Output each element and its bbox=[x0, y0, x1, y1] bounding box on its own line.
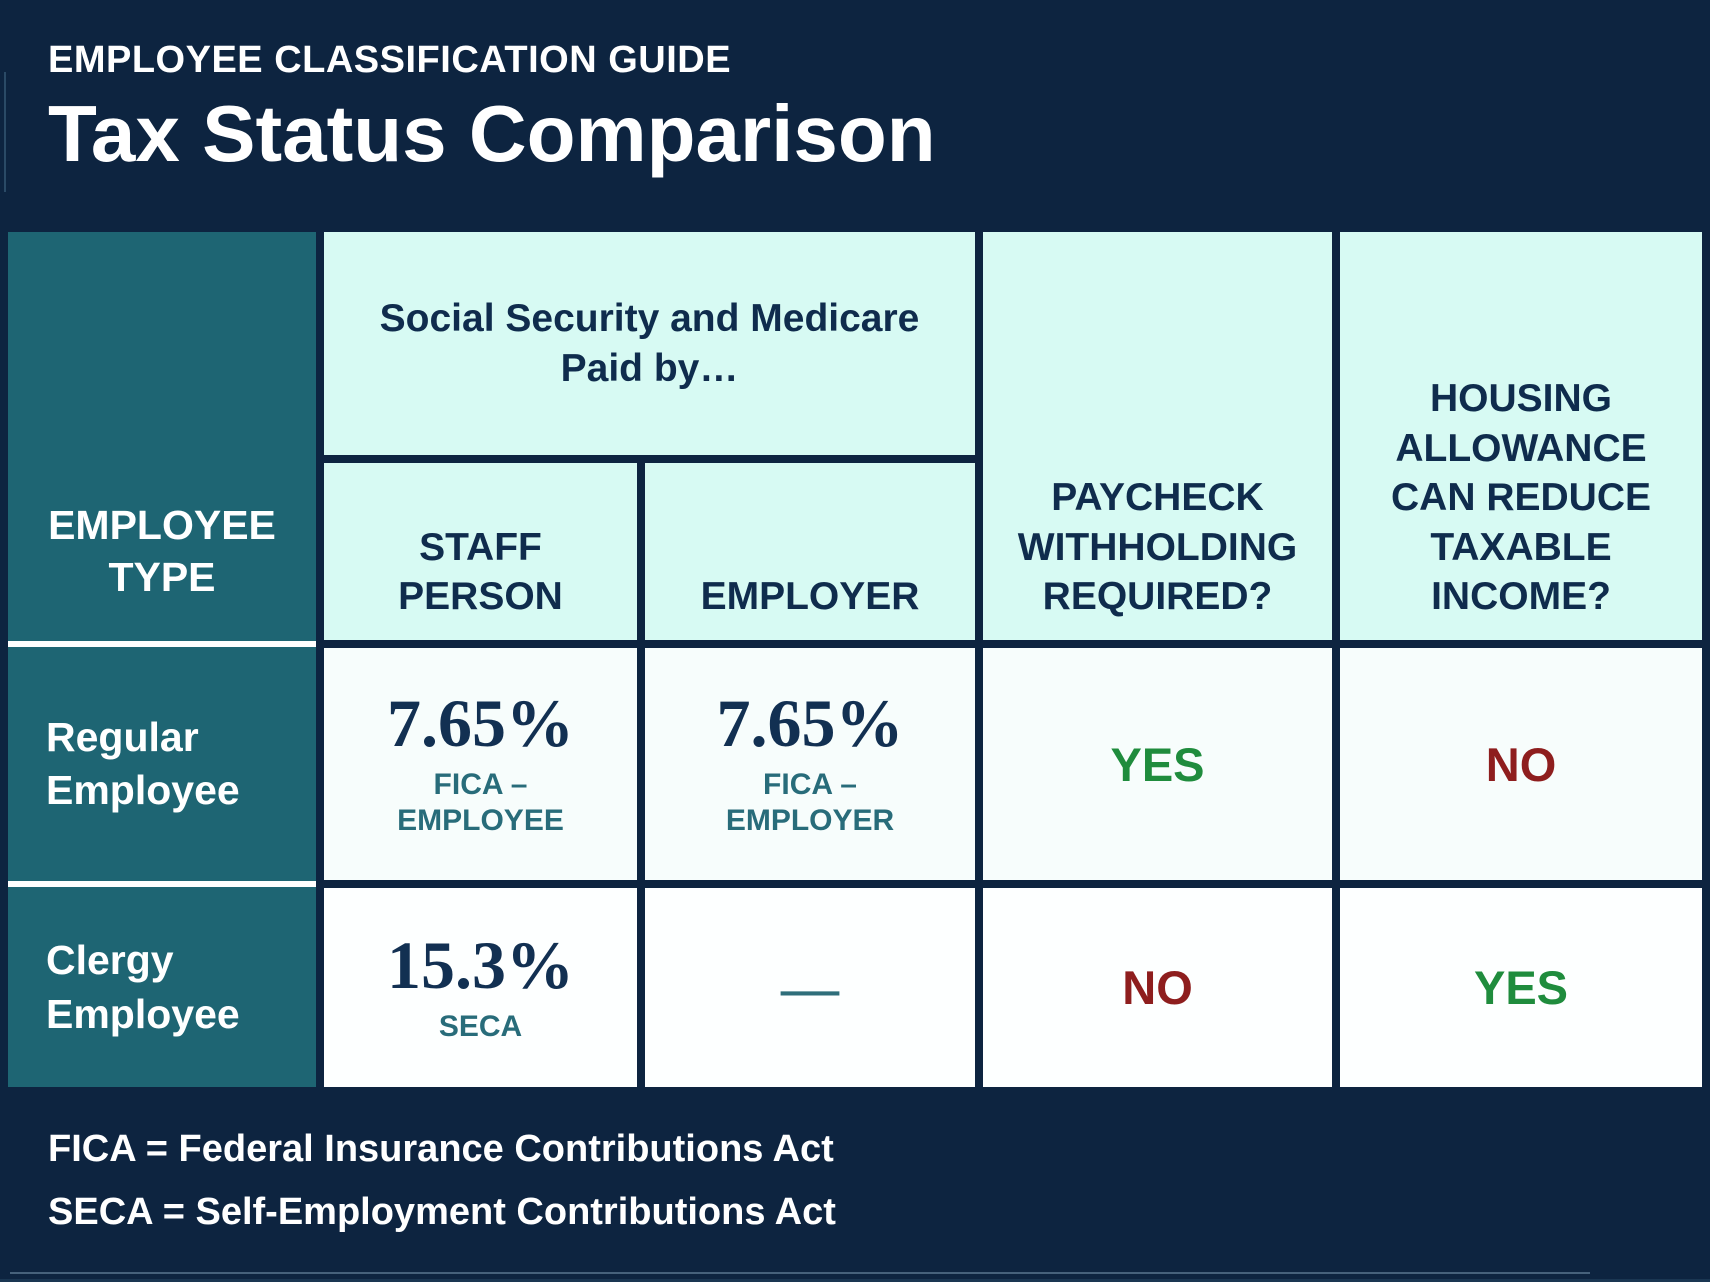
tax-act-label: FICA – EMPLOYEE bbox=[397, 768, 564, 837]
page-title: Tax Status Comparison bbox=[48, 88, 936, 178]
bottom-edge-strip bbox=[0, 1279, 1710, 1282]
tax-act-label: FICA – EMPLOYER bbox=[725, 768, 895, 837]
yes-no-value: YES bbox=[1473, 961, 1569, 1014]
cell-clergy-housing: YES bbox=[1340, 888, 1702, 1087]
title-block: EMPLOYEE CLASSIFICATION GUIDE Tax Status… bbox=[48, 39, 936, 178]
kicker-text: EMPLOYEE CLASSIFICATION GUIDE bbox=[48, 39, 732, 81]
employee-type-header: EMPLOYEE TYPE bbox=[48, 502, 276, 600]
cell-regular-housing: NO bbox=[1340, 648, 1702, 880]
cell-clergy-employer: — bbox=[645, 888, 975, 1087]
percentage-value: 7.65% bbox=[387, 685, 574, 761]
yes-no-value: YES bbox=[1110, 737, 1205, 791]
cell-clergy-withholding: NO bbox=[983, 888, 1332, 1087]
footnotes: FICA = Federal Insurance Contributions A… bbox=[48, 1118, 836, 1244]
footnote-fica: FICA = Federal Insurance Contributions A… bbox=[48, 1128, 834, 1170]
percentage-value: 15.3% bbox=[387, 926, 574, 1003]
yes-no-value: NO bbox=[1485, 737, 1557, 791]
column-header-paycheck-withholding: PAYCHECK WITHHOLDING REQUIRED? bbox=[983, 232, 1332, 640]
cell-regular-staff: 7.65% FICA – EMPLOYEE bbox=[324, 648, 637, 880]
tax-act-label: SECA bbox=[438, 1009, 523, 1043]
column-header-staff-person: STAFF PERSON bbox=[324, 463, 637, 640]
row-label-clergy-employee: Clergy Employee bbox=[46, 937, 240, 1037]
column-header-employer: EMPLOYER bbox=[645, 463, 975, 640]
cell-clergy-staff: 15.3% SECA bbox=[324, 888, 637, 1087]
employee-type-column: EMPLOYEE TYPE Regular Employee Clergy Em… bbox=[8, 232, 316, 1087]
cell-regular-employer: 7.65% FICA – EMPLOYER bbox=[645, 648, 975, 880]
left-edge-line bbox=[4, 72, 6, 192]
footnote-seca: SECA = Self-Employment Contributions Act bbox=[48, 1191, 836, 1233]
yes-no-value: NO bbox=[1122, 961, 1193, 1014]
percentage-value: 7.65% bbox=[716, 685, 904, 761]
cell-regular-withholding: YES bbox=[983, 648, 1332, 880]
row-separator bbox=[8, 641, 316, 647]
group-header-social-security: Social Security and Medicare Paid by… bbox=[324, 232, 975, 455]
row-label-regular-employee: Regular Employee bbox=[46, 713, 240, 813]
row-separator bbox=[8, 881, 316, 887]
tax-comparison-table: EMPLOYEE TYPE Regular Employee Clergy Em… bbox=[8, 232, 1702, 1087]
bottom-divider-line bbox=[10, 1272, 1590, 1274]
em-dash-value: — bbox=[781, 954, 839, 1020]
column-header-housing-allowance: HOUSING ALLOWANCE CAN REDUCE TAXABLE INC… bbox=[1340, 232, 1702, 640]
